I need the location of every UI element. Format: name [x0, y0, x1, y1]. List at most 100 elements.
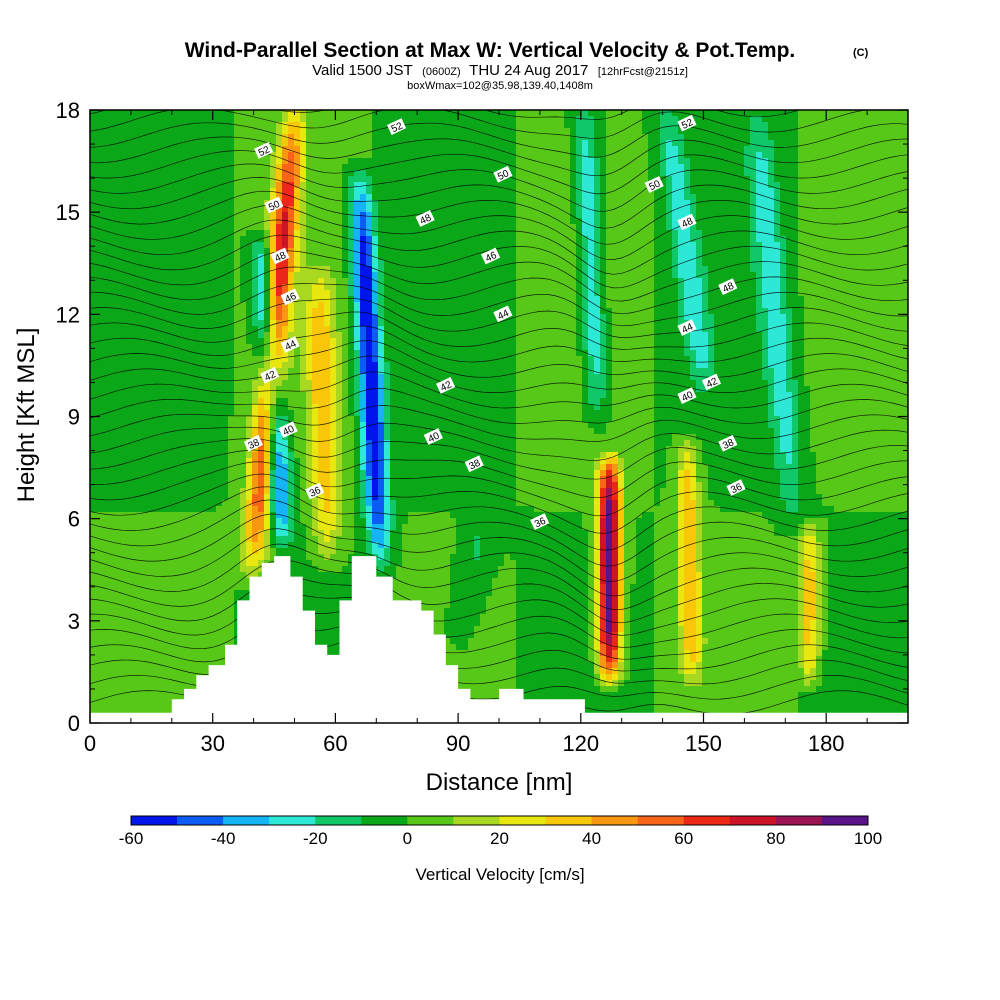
field-cell [132, 284, 139, 291]
field-cell [630, 278, 637, 285]
field-cell [360, 158, 367, 165]
field-cell [888, 254, 895, 261]
field-cell [258, 236, 265, 243]
field-cell [540, 200, 547, 207]
field-cell [564, 164, 571, 171]
field-cell [390, 284, 397, 291]
field-cell [138, 176, 145, 183]
field-cell [324, 242, 331, 249]
field-cell [618, 194, 625, 201]
field-cell [738, 182, 745, 189]
field-cell [624, 164, 631, 171]
field-cell [876, 122, 883, 129]
field-cell [888, 116, 895, 123]
field-cell [360, 140, 367, 147]
field-cell [642, 122, 649, 129]
field-cell [840, 200, 847, 207]
field-cell [582, 278, 589, 285]
field-cell [786, 254, 793, 261]
field-cell [450, 248, 457, 255]
field-cell [186, 302, 193, 309]
field-cell [528, 170, 535, 177]
field-cell [780, 278, 787, 285]
field-cell [342, 224, 349, 231]
field-cell [774, 206, 781, 213]
field-cell [492, 242, 499, 249]
field-cell [276, 266, 283, 273]
field-cell [822, 164, 829, 171]
field-cell [186, 188, 193, 195]
field-cell [198, 254, 205, 261]
field-cell [414, 224, 421, 231]
field-cell [600, 320, 607, 327]
field-cell [588, 260, 595, 267]
field-cell [204, 206, 211, 213]
field-cell [636, 116, 643, 123]
field-cell [708, 164, 715, 171]
field-cell [156, 320, 163, 327]
field-cell [732, 212, 739, 219]
field-cell [432, 302, 439, 309]
field-cell [420, 146, 427, 153]
field-cell [192, 284, 199, 291]
field-cell [612, 266, 619, 273]
field-cell [540, 158, 547, 165]
field-cell [336, 158, 343, 165]
field-cell [810, 110, 817, 117]
field-cell [480, 110, 487, 117]
field-cell [318, 146, 325, 153]
field-cell [750, 284, 757, 291]
field-cell [480, 230, 487, 237]
field-cell [174, 302, 181, 309]
field-cell [384, 116, 391, 123]
field-cell [660, 116, 667, 123]
field-cell [444, 224, 451, 231]
field-cell [756, 290, 763, 297]
field-cell [240, 212, 247, 219]
field-cell [810, 188, 817, 195]
field-cell [324, 212, 331, 219]
field-cell [570, 272, 577, 279]
field-cell [576, 188, 583, 195]
field-cell [588, 182, 595, 189]
field-cell [210, 230, 217, 237]
field-cell [714, 272, 721, 279]
field-cell [450, 302, 457, 309]
field-cell [594, 236, 601, 243]
field-cell [768, 272, 775, 279]
field-cell [216, 158, 223, 165]
field-cell [618, 158, 625, 165]
field-cell [498, 248, 505, 255]
field-cell [168, 140, 175, 147]
field-cell [762, 272, 769, 279]
field-cell [852, 302, 859, 309]
field-cell [306, 122, 313, 129]
field-cell [696, 164, 703, 171]
field-cell [246, 302, 253, 309]
field-cell [828, 224, 835, 231]
field-cell [216, 230, 223, 237]
field-cell [198, 224, 205, 231]
field-cell [840, 260, 847, 267]
field-cell [654, 242, 661, 249]
field-cell [864, 212, 871, 219]
field-cell [906, 128, 908, 135]
field-cell [576, 218, 583, 225]
field-cell [816, 242, 823, 249]
field-cell [234, 158, 241, 165]
field-cell [870, 290, 877, 297]
field-cell [162, 170, 169, 177]
field-cell [240, 248, 247, 255]
field-cell [534, 302, 541, 309]
field-cell [768, 188, 775, 195]
field-cell [846, 290, 853, 297]
field-cell [882, 284, 889, 291]
field-cell [426, 314, 433, 321]
field-cell [642, 314, 649, 321]
field-cell [144, 320, 151, 327]
field-cell [450, 128, 457, 135]
field-cell [756, 230, 763, 237]
field-cell [474, 182, 481, 189]
field-cell [162, 284, 169, 291]
field-cell [606, 278, 613, 285]
